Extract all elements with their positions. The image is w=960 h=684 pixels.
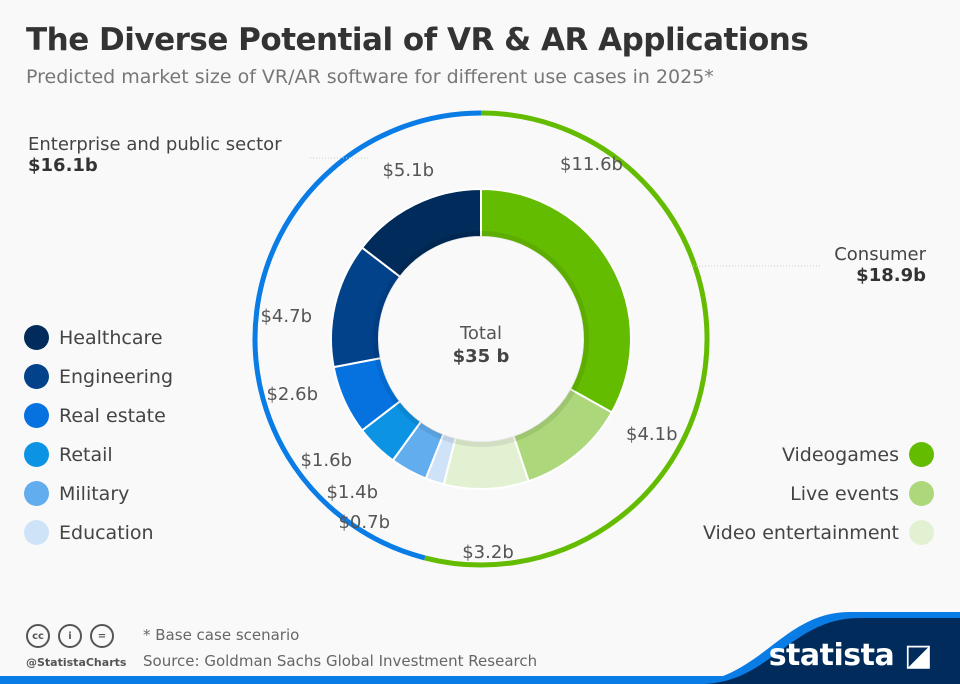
legend-item: Video entertainment xyxy=(703,513,934,552)
legend-label: Healthcare xyxy=(59,326,163,349)
legend-swatch xyxy=(24,442,49,467)
legend-swatch xyxy=(24,403,49,428)
data-label: $3.2b xyxy=(462,542,514,563)
legend-right: Videogames Live events Video entertainment xyxy=(703,435,934,552)
group-ring-arc xyxy=(252,110,482,561)
data-label: $0.7b xyxy=(338,512,390,533)
legend-item: Videogames xyxy=(703,435,934,474)
legend-swatch xyxy=(24,364,49,389)
chart-title: The Diverse Potential of VR & AR Applica… xyxy=(26,22,809,58)
legend-label: Education xyxy=(59,521,154,544)
group-ring-arc xyxy=(424,110,710,568)
no-derivatives-icon: = xyxy=(90,624,114,648)
creative-commons-icon: cc xyxy=(26,624,50,648)
footer-logo-bg xyxy=(700,618,960,684)
legend-swatch xyxy=(909,520,934,545)
legend-label: Engineering xyxy=(59,365,173,388)
legend-item: Retail xyxy=(24,435,173,474)
legend-item: Live events xyxy=(703,474,934,513)
legend-label: Videogames xyxy=(781,443,899,466)
legend-swatch xyxy=(24,481,49,506)
legend-item: Military xyxy=(24,474,173,513)
legend-swatch xyxy=(909,442,934,467)
data-label: $4.1b xyxy=(626,424,678,445)
data-label: $1.4b xyxy=(326,482,378,503)
total-label: Total xyxy=(459,323,502,344)
group-name: Enterprise and public sector xyxy=(28,134,282,155)
legend-item: Real estate xyxy=(24,396,173,435)
legend-label: Video entertainment xyxy=(702,521,899,544)
twitter-handle: @StatistaCharts xyxy=(26,656,127,669)
legend-label: Live events xyxy=(790,482,899,505)
source: Source: Goldman Sachs Global Investment … xyxy=(143,652,538,670)
legend-item: Engineering xyxy=(24,357,173,396)
data-label: $4.7b xyxy=(260,306,312,327)
data-label: $1.6b xyxy=(300,450,352,471)
legend-swatch xyxy=(909,481,934,506)
donut-hole xyxy=(379,237,583,441)
data-label: $2.6b xyxy=(266,384,318,405)
legend-label: Real estate xyxy=(59,404,166,427)
legend-left: Healthcare Engineering Real estate Retail Mi… xyxy=(24,318,173,552)
data-label: $11.6b xyxy=(560,154,623,175)
group-label-consumer: Consumer $18.9b xyxy=(834,244,926,286)
attribution-icon: i xyxy=(58,624,82,648)
footnote: * Base case scenario xyxy=(143,626,300,644)
inner-shadow xyxy=(373,231,589,447)
data-label: $5.1b xyxy=(382,160,434,181)
statista-logo: statista ◪ xyxy=(768,638,933,673)
group-value: $18.9b xyxy=(856,265,926,286)
legend-swatch xyxy=(24,520,49,545)
chart-subtitle: Predicted market size of VR/AR software … xyxy=(26,66,714,88)
legend-label: Retail xyxy=(59,443,113,466)
group-value: $16.1b xyxy=(28,155,98,176)
legend-item: Healthcare xyxy=(24,318,173,357)
legend-item: Education xyxy=(24,513,173,552)
group-name: Consumer xyxy=(834,244,926,265)
group-label-enterprise: Enterprise and public sector $16.1b xyxy=(28,134,282,176)
total-value: $35 b xyxy=(453,346,510,367)
legend-swatch xyxy=(24,325,49,350)
legend-label: Military xyxy=(59,482,130,505)
